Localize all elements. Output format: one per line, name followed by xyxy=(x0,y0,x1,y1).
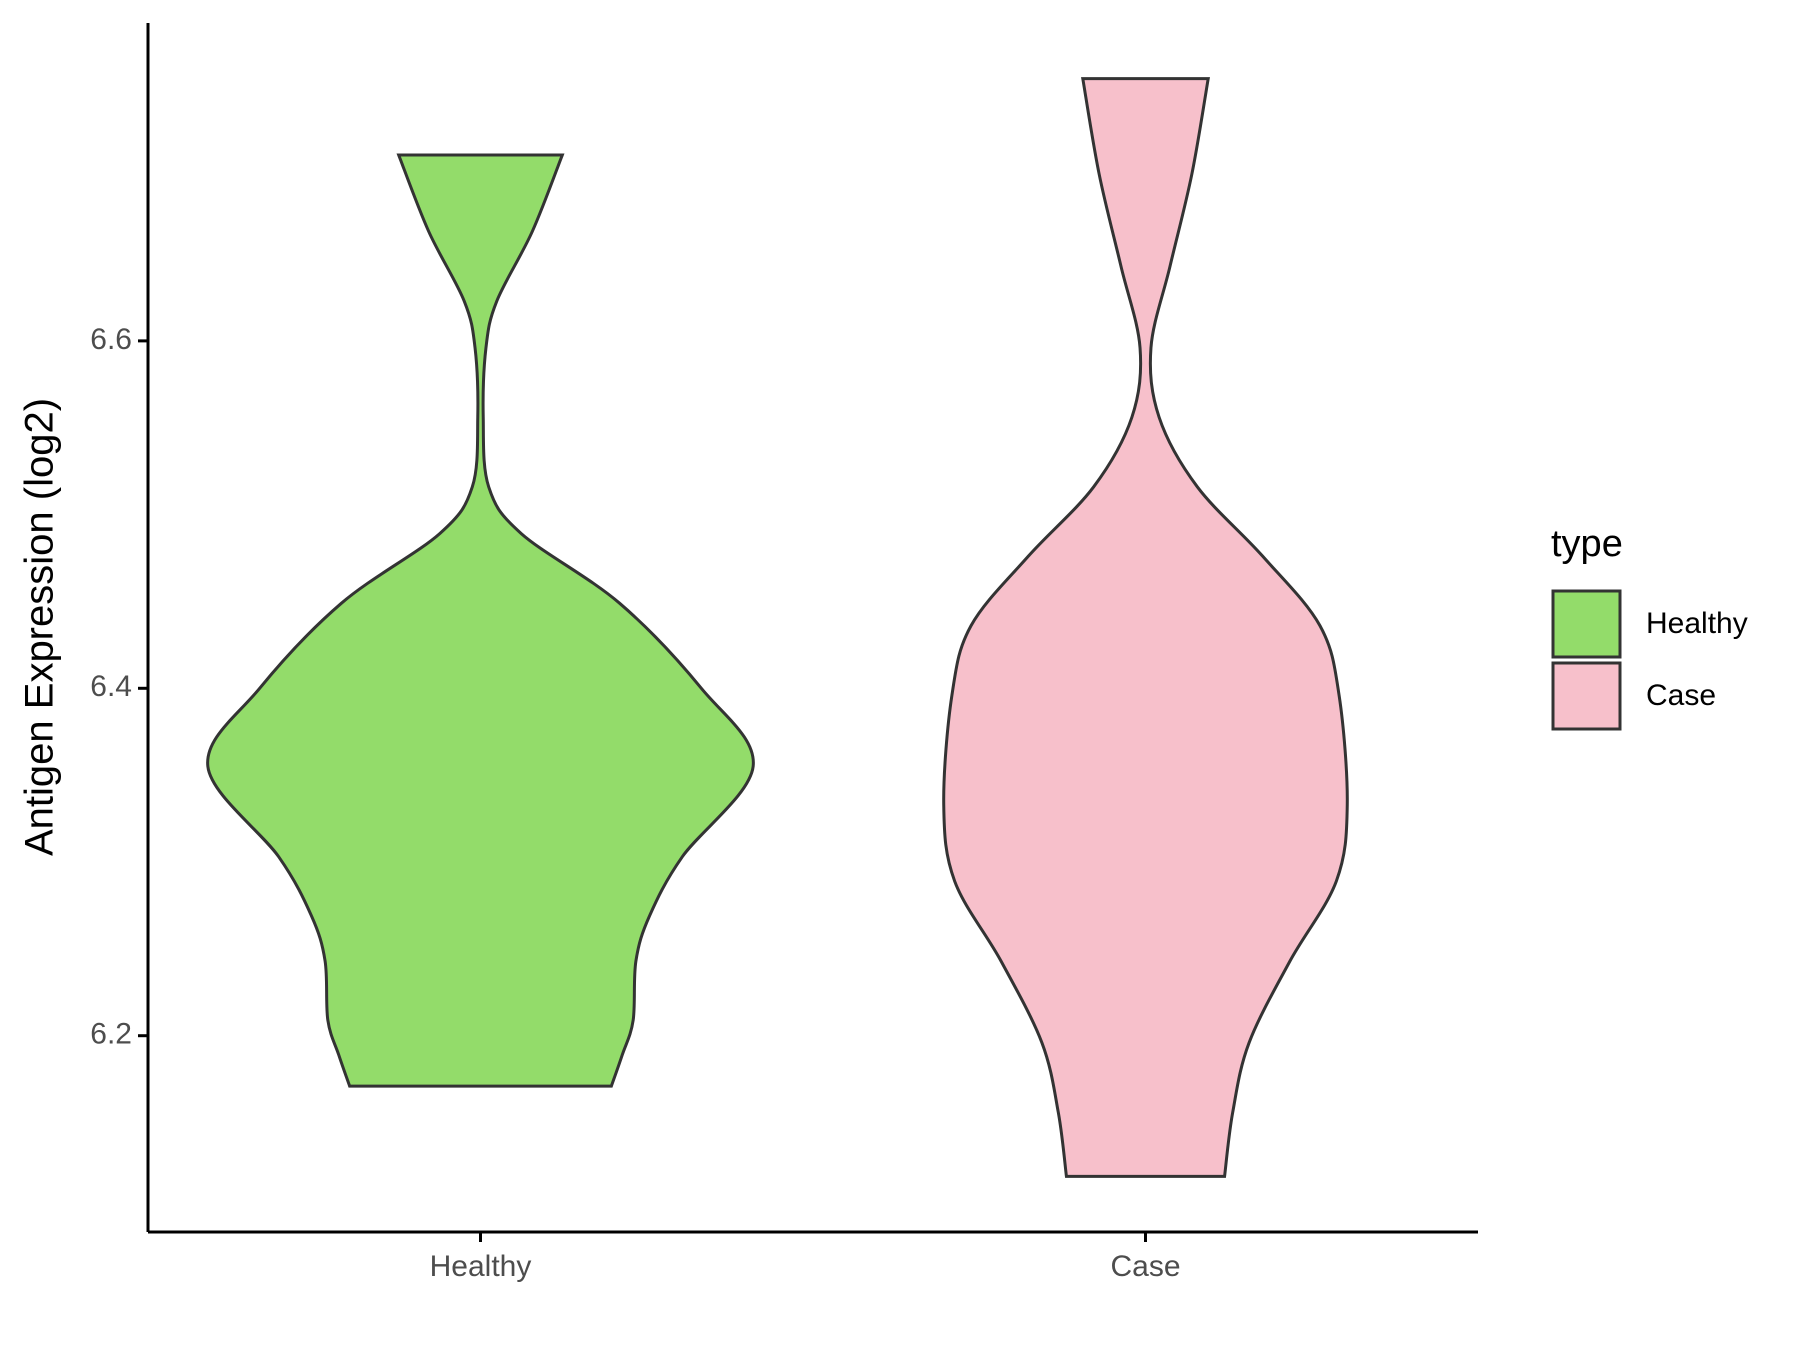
legend-key xyxy=(1551,589,1622,659)
y-tick-label: 6.2 xyxy=(90,1018,132,1051)
legend-label: Case xyxy=(1646,679,1716,712)
legend-label: Healthy xyxy=(1646,607,1748,640)
y-tick-label: 6.6 xyxy=(90,323,132,356)
x-tick-label: Healthy xyxy=(430,1250,532,1283)
violin xyxy=(206,153,755,1088)
legend-title: type xyxy=(1551,523,1623,565)
y-axis-title: Antigen Expression (log2) xyxy=(18,398,62,856)
violin xyxy=(942,77,1349,1178)
y-tick-label: 6.4 xyxy=(90,670,132,703)
x-tick-label: Case xyxy=(1110,1250,1180,1283)
legend-key xyxy=(1551,661,1622,731)
